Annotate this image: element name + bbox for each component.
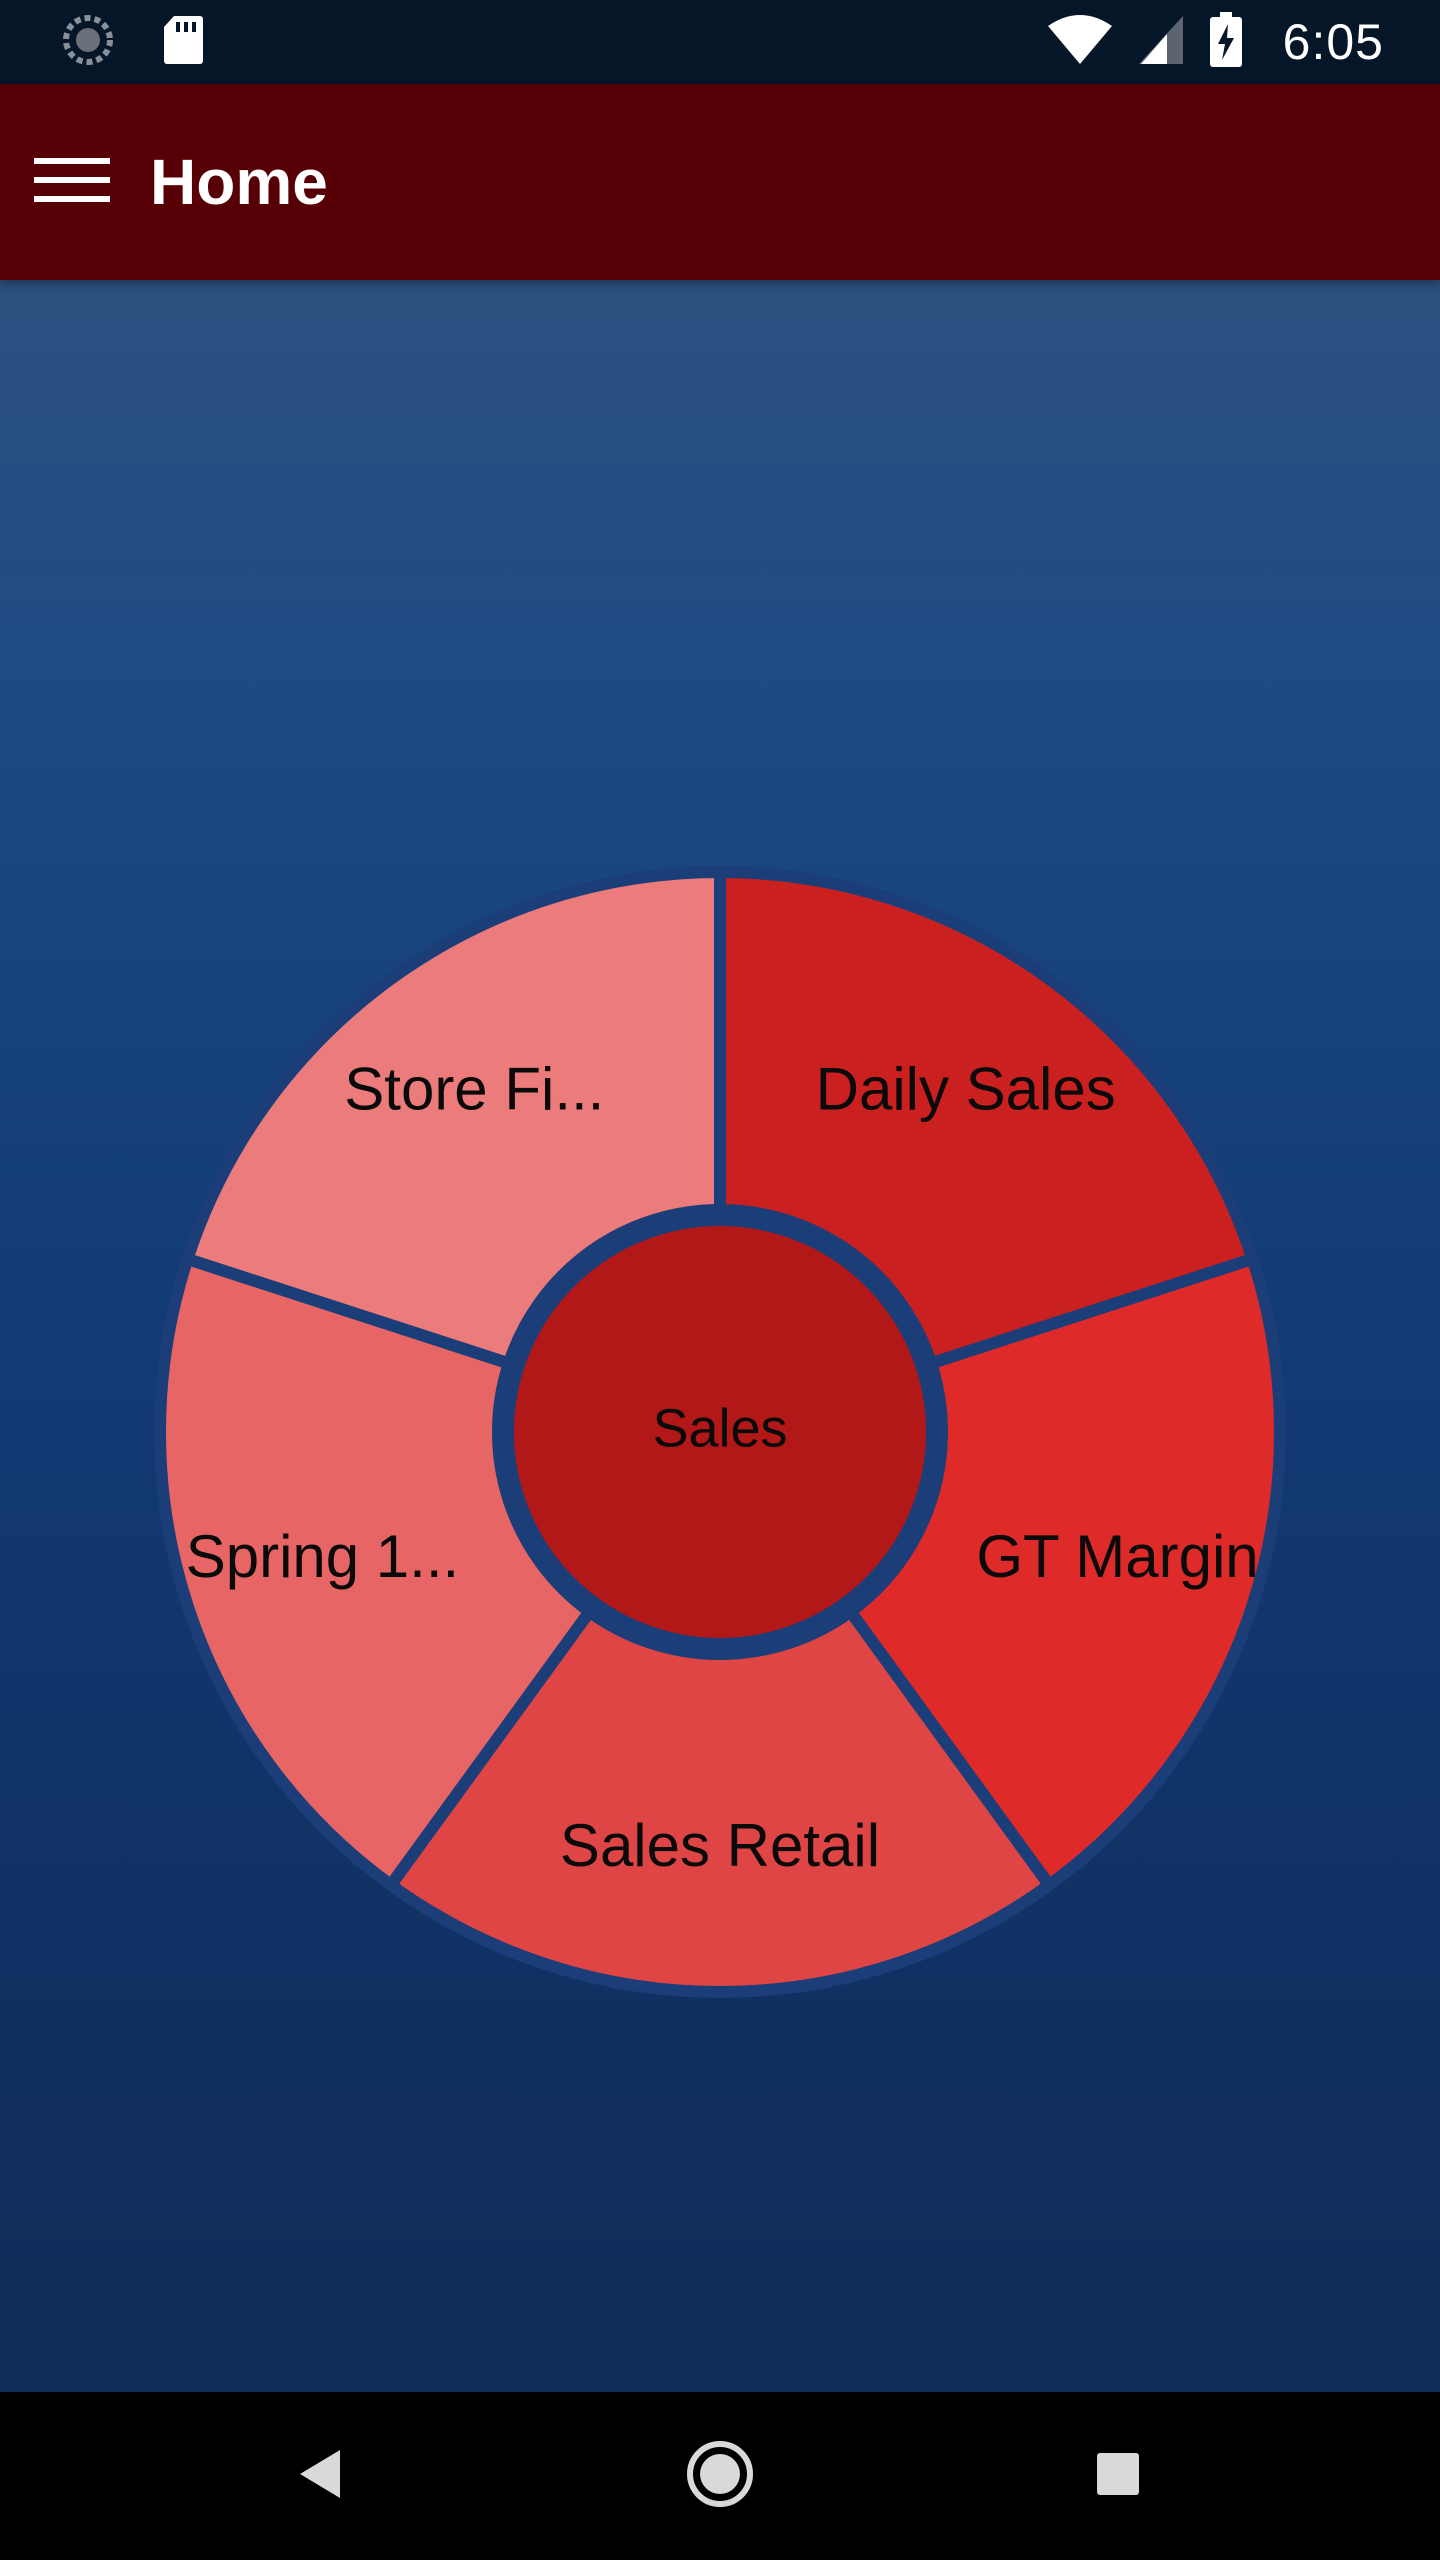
wheel-segment-label: Daily Sales xyxy=(816,1056,1116,1123)
recents-button[interactable] xyxy=(1068,2426,1168,2526)
cell-signal-icon xyxy=(1137,14,1185,71)
wheel-segment-sales-retail[interactable] xyxy=(382,1603,1058,1998)
wheel-segment-label: Spring 1... xyxy=(186,1523,460,1590)
recents-icon xyxy=(1095,2451,1141,2502)
app-bar: Home xyxy=(0,84,1440,280)
status-bar: 6:05 xyxy=(0,0,1440,84)
status-bar-left xyxy=(62,14,204,71)
status-bar-right: 6:05 xyxy=(1047,11,1384,73)
status-time: 6:05 xyxy=(1282,14,1384,70)
home-icon xyxy=(685,2439,755,2514)
sd-card-icon xyxy=(162,14,204,71)
back-icon xyxy=(294,2446,346,2507)
wheel-menu: Sales Daily Sales GT Margin Sales Retail Sp… xyxy=(154,865,1286,1998)
wifi-icon xyxy=(1047,14,1113,71)
page-title: Home xyxy=(150,146,328,218)
wheel-segment-daily-sales[interactable] xyxy=(714,865,1261,1371)
center-button-sales[interactable] xyxy=(502,1214,938,1650)
wheel-segment-label: Sales Retail xyxy=(560,1812,880,1879)
wheel-segment-spring-1[interactable] xyxy=(154,1251,598,1894)
back-button[interactable] xyxy=(270,2426,370,2526)
sync-icon xyxy=(62,14,114,71)
battery-charging-icon xyxy=(1209,11,1243,73)
wheel-segment-store-fi[interactable] xyxy=(179,865,726,1371)
hamburger-menu-icon xyxy=(34,154,110,211)
wheel-segment-gt-margin[interactable] xyxy=(842,1251,1286,1894)
wheel-segment-label: GT Margin xyxy=(976,1523,1258,1590)
menu-button[interactable] xyxy=(24,134,120,230)
navigation-bar xyxy=(0,2392,1440,2560)
center-label: Sales xyxy=(652,1398,787,1458)
wheel-segment-label: Store Fi... xyxy=(344,1056,604,1123)
main-content: Sales Daily Sales GT Margin Sales Retail Sp… xyxy=(0,280,1440,2392)
home-button[interactable] xyxy=(670,2426,770,2526)
